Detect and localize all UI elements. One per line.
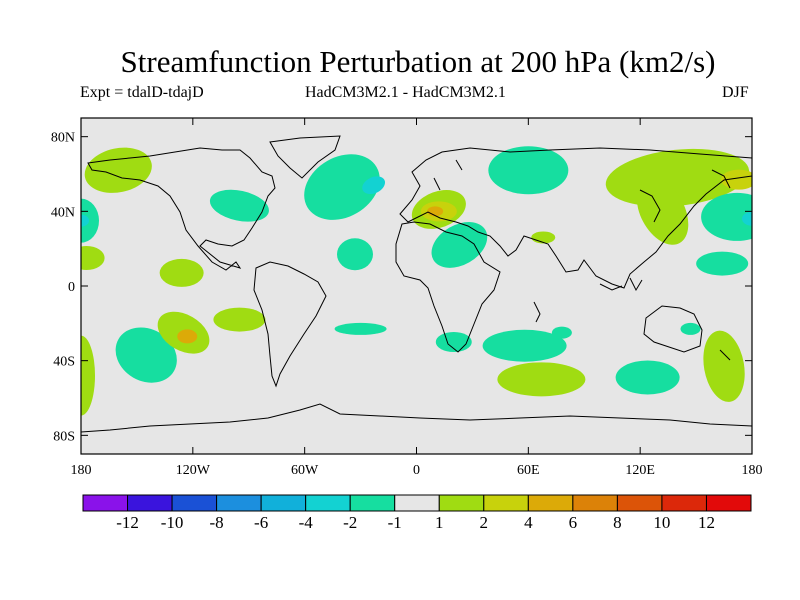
colorbar-label: -4 [299, 513, 314, 532]
y-tick-label: 40N [51, 205, 75, 220]
anomaly-region-9 [177, 329, 198, 344]
colorbar-swatch [171, 494, 218, 512]
anomaly-region-1 [84, 147, 152, 193]
colorbar-label: 1 [435, 513, 444, 532]
model-label: HadCM3M2.1 - HadCM3M2.1 [305, 84, 506, 101]
colorbar-swatch [527, 494, 574, 512]
y-tick-label: 0 [68, 280, 75, 295]
anomaly-region-17 [488, 146, 569, 195]
colorbar-label: 10 [653, 513, 670, 532]
anomaly-region-12 [362, 176, 386, 195]
colorbar-label: -1 [388, 513, 402, 532]
colorbar-label: 8 [613, 513, 622, 532]
anomaly-region-7 [115, 327, 177, 383]
anomaly-region-13 [336, 238, 373, 271]
colorbar-swatch [127, 494, 173, 512]
anomaly-region-19 [531, 231, 556, 244]
x-tick-label: 180 [742, 463, 763, 478]
colorbar-label: -6 [254, 513, 268, 532]
coastline-south-america [253, 261, 327, 388]
anomaly-region-6 [81, 335, 95, 416]
anomaly-region-29 [482, 329, 567, 362]
anomaly-region-23 [701, 192, 752, 241]
x-tick-label: 180 [71, 463, 92, 478]
colorbar-label: -2 [343, 513, 357, 532]
x-tick-label: 120W [176, 463, 211, 478]
anomaly-region-3 [81, 214, 89, 227]
coastline-greenland [269, 135, 341, 179]
colorbar-swatch [305, 494, 351, 512]
colorbar-swatch [216, 494, 262, 512]
colorbar-label: 4 [524, 513, 533, 532]
anomaly-region-18 [431, 222, 488, 268]
season-label: DJF [722, 84, 749, 101]
colorbar-swatch [572, 494, 618, 512]
coastline-eurasia [399, 147, 752, 289]
colorbar-label: 2 [480, 513, 489, 532]
anomaly-region-10 [209, 189, 269, 222]
y-tick-label: 80S [53, 429, 75, 444]
colorbar-swatch [705, 494, 752, 512]
colorbar-swatch [82, 494, 129, 512]
anomaly-region-11 [304, 154, 380, 220]
coastline-australia [643, 305, 703, 353]
anomaly-region-30 [551, 326, 572, 339]
x-tick-label: 0 [413, 463, 420, 478]
colorbar-swatch [394, 494, 440, 512]
anomaly-region-5 [159, 258, 204, 287]
anomaly-region-4 [81, 246, 105, 270]
anomaly-region-27 [334, 322, 387, 335]
colorbar-swatch [349, 494, 396, 512]
colorbar-label: -12 [116, 513, 139, 532]
colorbar-label: 12 [698, 513, 715, 532]
coastline-africa [395, 221, 501, 353]
x-tick-label: 120E [625, 463, 655, 478]
y-tick-label: 40S [53, 355, 75, 370]
anomaly-region-2 [81, 198, 99, 243]
x-tick-label: 60W [291, 463, 319, 478]
colorbar-swatch [616, 494, 663, 512]
colorbar-label: 6 [569, 513, 578, 532]
coastline-islands [433, 159, 731, 361]
anomaly-region-24 [742, 211, 752, 226]
colorbar-label: -8 [210, 513, 224, 532]
colorbar-swatch [661, 494, 707, 512]
x-tick-label: 60E [517, 463, 540, 478]
anomaly-region-25 [696, 251, 749, 276]
y-tick-label: 80N [51, 131, 75, 146]
colorbar-swatch [483, 494, 529, 512]
anomaly-region-16 [427, 206, 444, 217]
anomaly-region-31 [680, 322, 701, 335]
anomaly-region-33 [497, 362, 586, 397]
chart-title: Streamfunction Perturbation at 200 hPa (… [120, 44, 716, 79]
coastline-north-america [87, 147, 276, 271]
colorbar-swatch [260, 494, 307, 512]
colorbar-label: -10 [161, 513, 184, 532]
anomaly-region-32 [703, 330, 745, 402]
colorbar-swatch [438, 494, 485, 512]
anomaly-region-26 [213, 307, 266, 332]
anomaly-region-34 [615, 360, 680, 395]
experiment-label: Expt = tdalD-tdajD [80, 84, 204, 101]
coastline-antarctica [81, 403, 752, 433]
